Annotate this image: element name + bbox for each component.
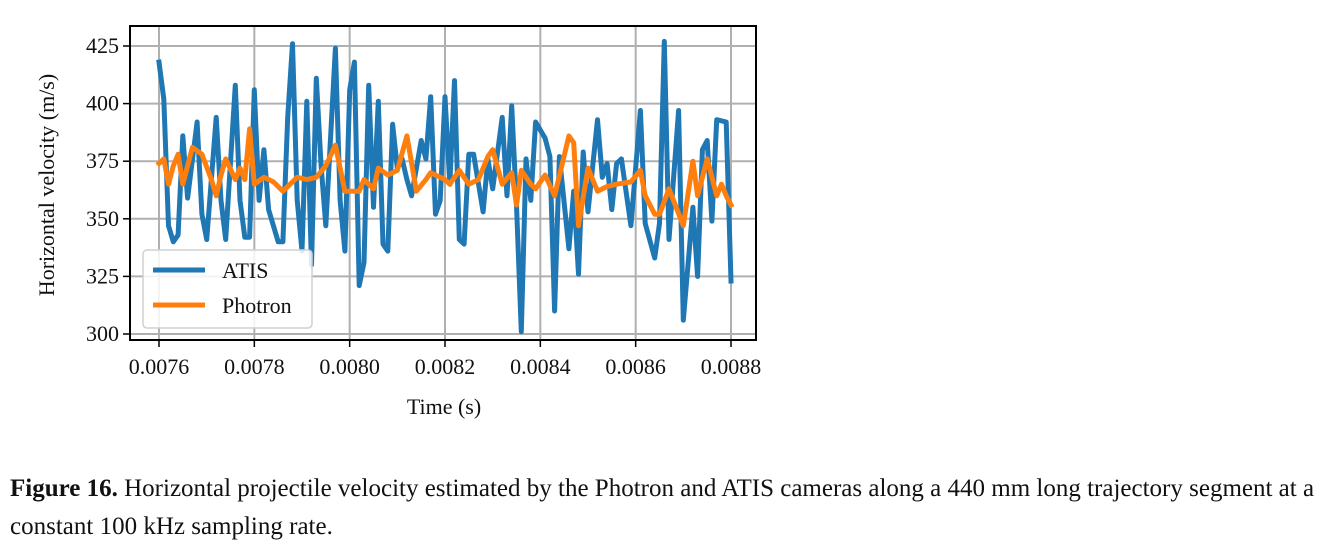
- figure-label: Figure 16.: [10, 475, 118, 502]
- x-tick-label: 0.0086: [605, 354, 666, 379]
- y-tick-label: 300: [86, 321, 119, 346]
- y-tick-label: 325: [86, 263, 119, 288]
- caption-text: Horizontal projectile velocity estimated…: [10, 475, 1315, 540]
- y-axis-label: Horizontal velocity (m/s): [34, 74, 59, 296]
- y-tick-label: 350: [86, 206, 119, 231]
- series-line-atis: [156, 38, 734, 335]
- x-tick-label: 0.0080: [319, 354, 380, 379]
- plot-frame: [129, 25, 757, 341]
- x-axis-label: Time (s): [407, 394, 481, 419]
- x-tick-label: 0.0076: [129, 354, 190, 379]
- x-tick-label: 0.0084: [510, 354, 571, 379]
- velocity-chart: 0.0076 0.0078 0.0080 0.0082 0.0084 0.0086 0.00…: [34, 25, 762, 419]
- legend-label-atis: ATIS: [222, 258, 268, 283]
- y-tick-label: 425: [86, 33, 119, 58]
- legend-label-photron: Photron: [222, 293, 292, 318]
- x-tick-label: 0.0088: [701, 354, 762, 379]
- y-tick-label: 400: [86, 91, 119, 116]
- series-line-photron: [155, 126, 735, 229]
- x-tick-label: 0.0082: [415, 354, 476, 379]
- figure-caption: Figure 16. Horizontal projectile velocit…: [10, 470, 1320, 546]
- x-tick-label: 0.0078: [224, 354, 285, 379]
- y-tick-label: 375: [86, 148, 119, 173]
